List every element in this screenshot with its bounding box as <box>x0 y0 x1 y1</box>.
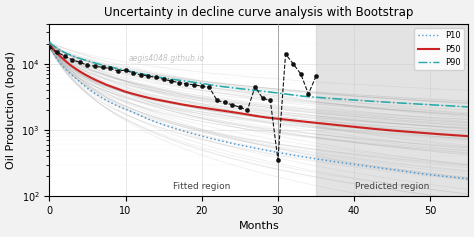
P90 <box>362 99 368 102</box>
P90 <box>293 94 299 97</box>
P50 <box>154 98 160 101</box>
P10 <box>154 121 160 124</box>
Bar <box>316 24 468 196</box>
Line: P50: P50 <box>49 44 468 136</box>
P90 <box>465 105 471 108</box>
Text: Predicted region: Predicted region <box>355 182 429 191</box>
P50 <box>46 43 52 46</box>
P10 <box>362 164 368 167</box>
Title: Uncertainty in decline curve analysis with Bootstrap: Uncertainty in decline curve analysis wi… <box>104 5 414 18</box>
Legend: P10, P50, P90: P10, P50, P90 <box>414 28 464 70</box>
Text: Fitted region: Fitted region <box>173 182 230 191</box>
X-axis label: Months: Months <box>238 221 279 232</box>
P90 <box>154 76 160 78</box>
P10 <box>46 45 52 48</box>
P50 <box>327 123 332 126</box>
P90 <box>236 87 242 90</box>
Text: aegis4048.github.io: aegis4048.github.io <box>128 54 205 63</box>
P10 <box>465 177 471 180</box>
P50 <box>362 127 368 129</box>
P10 <box>293 154 299 157</box>
P50 <box>293 119 299 122</box>
P90 <box>46 40 52 43</box>
P90 <box>327 97 332 100</box>
P50 <box>465 135 471 138</box>
Line: P10: P10 <box>49 47 468 179</box>
Line: P90: P90 <box>49 41 468 107</box>
P50 <box>121 90 127 92</box>
P10 <box>327 160 332 162</box>
Y-axis label: Oil Production (bopd): Oil Production (bopd) <box>6 51 16 169</box>
P10 <box>121 107 127 110</box>
P90 <box>121 68 127 71</box>
P10 <box>236 143 242 146</box>
P50 <box>236 112 242 114</box>
